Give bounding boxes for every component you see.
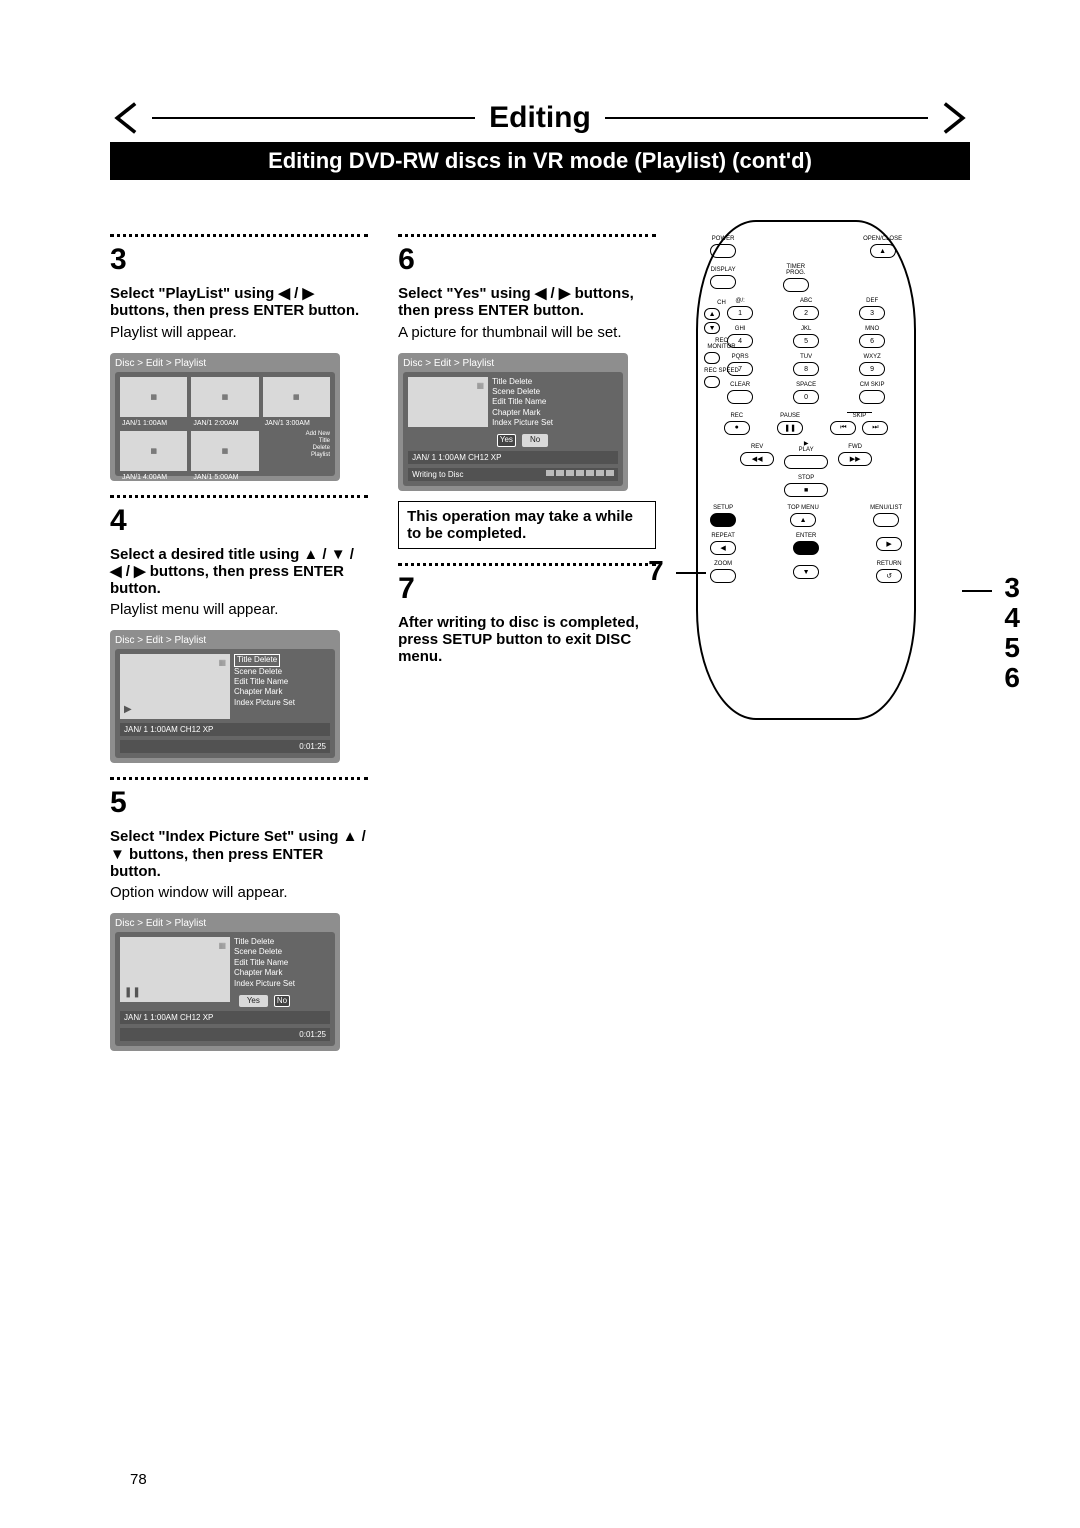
stop-button: ■	[784, 483, 828, 497]
thumb-4: ▦JAN/1 4:00AM	[120, 431, 187, 471]
lead-line	[676, 572, 706, 574]
step-4-result: Playlist menu will appear.	[110, 601, 368, 618]
clear-button	[727, 390, 753, 404]
step-number-3: 3	[110, 243, 368, 277]
num-0: 0	[793, 390, 819, 404]
num-8: 8	[793, 362, 819, 376]
divider	[110, 777, 368, 780]
menu-list: Title Delete Scene Delete Edit Title Nam…	[492, 377, 553, 447]
divider	[110, 234, 368, 237]
lead-line	[962, 590, 992, 592]
open-close-button: ▲	[870, 244, 896, 258]
screen-playlist-grid: Disc > Edit > Playlist ▦JAN/1 1:00AM ▦JA…	[110, 353, 340, 481]
thumb-5: ▦JAN/1 5:00AM	[191, 431, 258, 471]
zoom-button	[710, 569, 736, 583]
thumb-2: ▦JAN/1 2:00AM	[191, 377, 258, 417]
skip-fwd: ⏭	[862, 421, 888, 435]
preview-pane: ▦▶	[120, 654, 230, 719]
writing-progress: Writing to Disc	[408, 468, 618, 481]
cmskip-button	[859, 390, 885, 404]
page-title: Editing	[481, 101, 599, 135]
remote-control: POWER OPEN/CLOSE▲ DISPLAY TIMER PROG. @/…	[696, 220, 916, 720]
screen-option-window: Disc > Edit > Playlist ▦❚❚ Title Delete …	[110, 913, 340, 1051]
page-number: 78	[130, 1471, 147, 1488]
skip-back: ⏮	[830, 421, 856, 435]
chevron-left-icon	[110, 100, 146, 136]
down-button: ▼	[793, 565, 819, 579]
add-new-cell: Add NewTitleDeletePlaylist	[263, 431, 330, 471]
step-5-result: Option window will appear.	[110, 884, 368, 901]
num-2: 2	[793, 306, 819, 320]
display-button	[710, 275, 736, 289]
column-left: 3 Select "PlayList" using ◀ / ▶ buttons,…	[110, 220, 368, 1051]
number-pad: @/:1 ABC2 DEF3 GHI4 JKL5 MNO6 PQRS7 TUV8…	[716, 298, 896, 404]
step-6-result: A picture for thumbnail will be set.	[398, 324, 656, 341]
setup-button	[710, 513, 736, 527]
step-5-instruction: Select "Index Picture Set" using ▲ / ▼ b…	[110, 828, 368, 880]
yes-option: Yes	[497, 434, 516, 446]
power-button	[710, 244, 736, 258]
yes-option: Yes	[239, 995, 268, 1007]
rec-button: ●	[724, 421, 750, 435]
step-number-4: 4	[110, 504, 368, 538]
right-button: ▶	[876, 537, 902, 551]
screen-writing: Disc > Edit > Playlist ▦ Title Delete Sc…	[398, 353, 628, 491]
step-number-5: 5	[110, 786, 368, 820]
column-remote: POWER OPEN/CLOSE▲ DISPLAY TIMER PROG. @/…	[686, 220, 970, 1051]
play-button	[784, 455, 828, 469]
no-option: No	[522, 434, 548, 446]
num-3: 3	[859, 306, 885, 320]
breadcrumb: Disc > Edit > Playlist	[115, 358, 335, 369]
timer-button	[783, 278, 809, 292]
content-columns: 3 Select "PlayList" using ◀ / ▶ buttons,…	[110, 220, 970, 1051]
left-button: ◀	[710, 541, 736, 555]
note-box: This operation may take a while to be co…	[398, 501, 656, 549]
breadcrumb: Disc > Edit > Playlist	[115, 635, 335, 646]
ch-label: CH▲▼ REC MONITOR REC SPEED	[704, 300, 739, 388]
step-4-instruction: Select a desired title using ▲ / ▼ / ◀ /…	[110, 546, 368, 598]
screen-playlist-menu: Disc > Edit > Playlist ▦▶ Title Delete S…	[110, 630, 340, 763]
callout-5: 5	[1004, 632, 1020, 664]
column-middle: 6 Select "Yes" using ◀ / ▶ buttons, then…	[398, 220, 656, 1051]
thumb-3: ▦JAN/1 3:00AM	[263, 377, 330, 417]
enter-button	[793, 541, 819, 555]
num-5: 5	[793, 334, 819, 348]
title-rule-right	[605, 117, 928, 119]
menu-list: Title Delete Scene Delete Edit Title Nam…	[234, 937, 295, 1007]
thumb-1: ▦JAN/1 1:00AM	[120, 377, 187, 417]
step-3-instruction: Select "PlayList" using ◀ / ▶ buttons, t…	[110, 285, 368, 320]
step-number-6: 6	[398, 243, 656, 277]
num-9: 9	[859, 362, 885, 376]
divider	[398, 234, 656, 237]
chevron-right-icon	[934, 100, 970, 136]
subtitle-bar: Editing DVD-RW discs in VR mode (Playlis…	[110, 142, 970, 180]
pause-button: ❚❚	[777, 421, 803, 435]
divider	[398, 563, 656, 566]
callout-7: 7	[648, 555, 664, 587]
divider	[110, 495, 368, 498]
menulist-button	[873, 513, 899, 527]
num-6: 6	[859, 334, 885, 348]
rev-button: ◀◀	[740, 452, 774, 466]
menu-list: Title Delete Scene Delete Edit Title Nam…	[234, 654, 295, 719]
title-banner: Editing	[110, 100, 970, 136]
title-rule-left	[152, 117, 475, 119]
preview-pane: ▦❚❚	[120, 937, 230, 1002]
step-6-instruction: Select "Yes" using ◀ / ▶ buttons, then p…	[398, 285, 656, 320]
breadcrumb: Disc > Edit > Playlist	[115, 918, 335, 929]
step-7-instruction: After writing to disc is completed, pres…	[398, 614, 656, 666]
step-number-7: 7	[398, 572, 656, 606]
callout-3: 3	[1004, 572, 1020, 604]
breadcrumb: Disc > Edit > Playlist	[403, 358, 623, 369]
up-button: ▲	[790, 513, 816, 527]
callout-4: 4	[1004, 602, 1020, 634]
preview-pane: ▦	[408, 377, 488, 427]
fwd-button: ▶▶	[838, 452, 872, 466]
step-3-result: Playlist will appear.	[110, 324, 368, 341]
callout-6: 6	[1004, 662, 1020, 694]
return-button: ↺	[876, 569, 902, 583]
no-option: No	[274, 995, 290, 1007]
